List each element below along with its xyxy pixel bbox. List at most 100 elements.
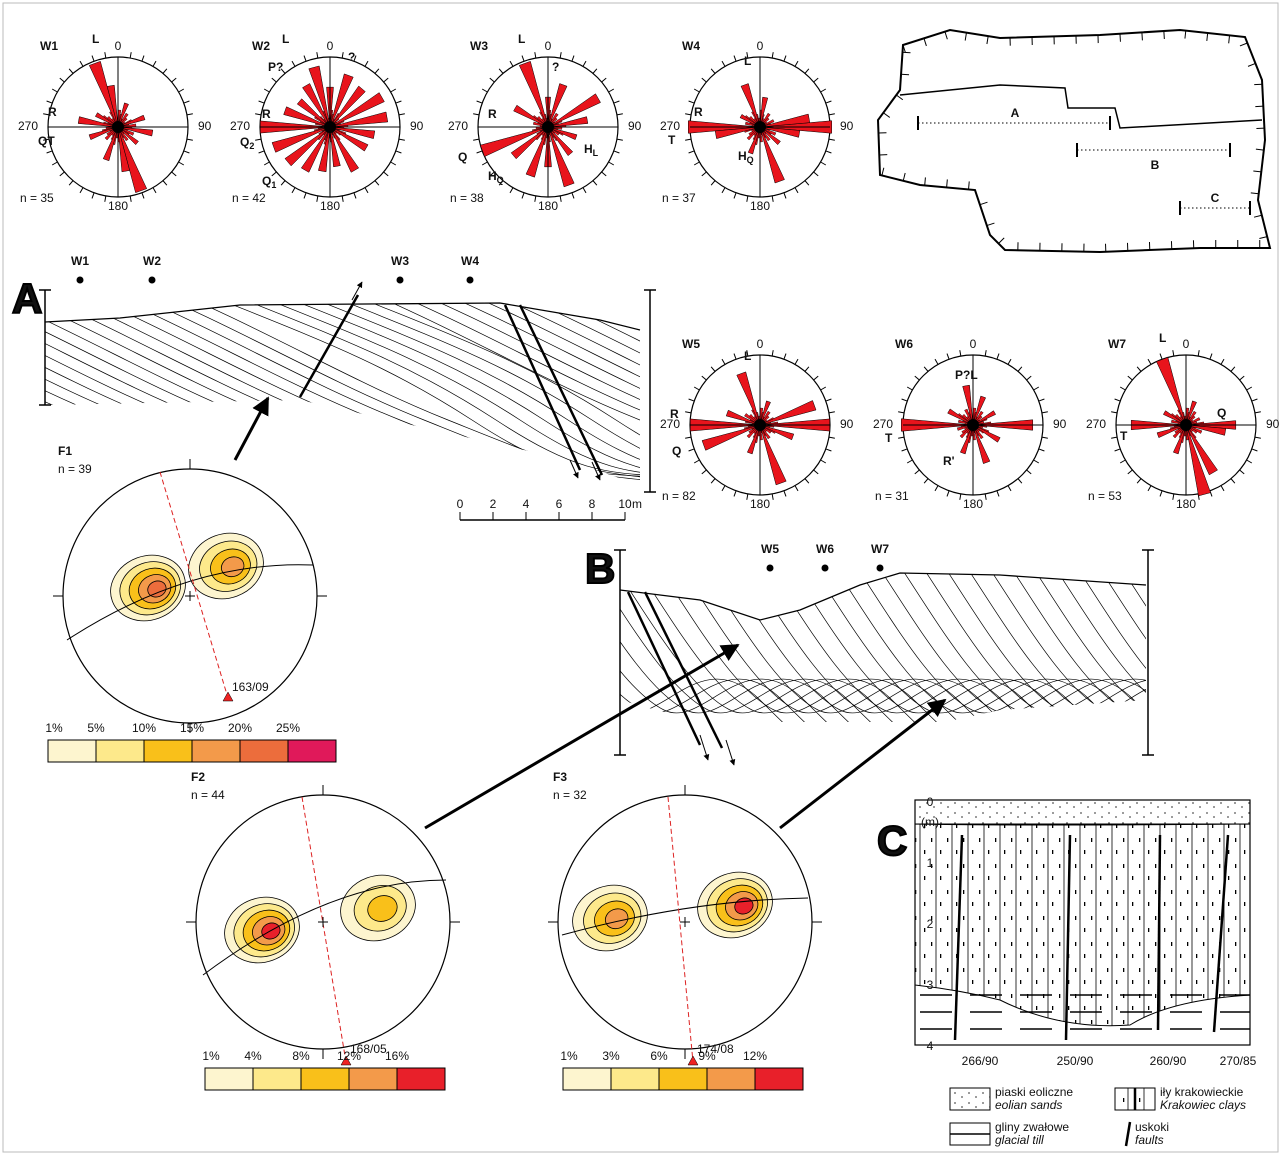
rose-center [1180, 419, 1192, 431]
rose-tick [689, 449, 695, 451]
rose-diagram: W3090180270n = 38 [448, 39, 642, 213]
bedding-line [566, 560, 966, 752]
bedding-line [52, 280, 572, 480]
bedding-line [1094, 560, 1281, 752]
rose-center [324, 121, 336, 133]
bedding-line [1160, 560, 1281, 752]
color-scale-box [205, 1068, 253, 1090]
rose-tick [142, 193, 144, 199]
color-scale-label: 1% [560, 1049, 578, 1063]
rose-tick [685, 412, 691, 413]
map-hatch [1254, 215, 1262, 217]
rose-tick [1221, 486, 1224, 491]
rose-label: L [1159, 331, 1166, 345]
station-dot [77, 277, 84, 284]
map-hatch [903, 52, 911, 53]
rose-tick [734, 193, 736, 199]
bedding-line [1072, 560, 1281, 752]
rose-tick [281, 181, 285, 186]
rose-tick [142, 56, 144, 62]
rose-tick [535, 196, 536, 202]
rose-tick [1027, 376, 1032, 380]
color-scale-box [349, 1068, 397, 1090]
bedding-line [632, 560, 1032, 752]
bedding-line [654, 560, 1054, 752]
rose-id: W5 [682, 337, 700, 351]
rose-tick [482, 89, 487, 92]
map-hatch [980, 202, 988, 205]
bedding-line [852, 560, 1252, 752]
rose-tick [1008, 486, 1011, 491]
map-hatch [999, 238, 1005, 244]
map-inner [900, 85, 1262, 128]
color-scale-label: 16% [385, 1049, 409, 1063]
rose-tick [902, 399, 908, 401]
profile-label: B [585, 545, 615, 592]
rose-tick [935, 359, 938, 364]
rose-tick [924, 479, 928, 484]
bedding-line [830, 560, 1230, 752]
fault [645, 592, 722, 748]
rose-tick [1027, 470, 1032, 474]
rose-label: T [1120, 429, 1128, 443]
color-scale-label: 12% [337, 1049, 361, 1063]
station-dot [877, 565, 884, 572]
rose-label: L [92, 32, 99, 46]
bedding-line [556, 280, 1076, 480]
fault-orientation: 266/90 [962, 1054, 999, 1068]
rose-axis-label: 90 [840, 119, 854, 133]
rose-label: R [670, 407, 679, 421]
rose-tick [902, 449, 908, 451]
rose-axis-label: 180 [320, 199, 340, 213]
rose-label: Q [1217, 406, 1226, 420]
rose-tick [130, 52, 131, 58]
rose-tick [473, 139, 479, 140]
color-scale-box [96, 740, 144, 762]
map-hatch [1248, 63, 1255, 66]
rose-tick [184, 151, 190, 153]
label-main: H [488, 169, 497, 183]
depth-label: 3 [927, 978, 934, 992]
label-main: H [738, 149, 747, 163]
bedding-line [1204, 560, 1281, 752]
rose-tick [784, 491, 786, 497]
rose-tick [985, 494, 986, 500]
map-hatch [987, 36, 988, 44]
scale-label: 10 [618, 497, 632, 511]
rose-count: n = 38 [450, 191, 484, 205]
rose-tick [342, 52, 343, 58]
map-outline [878, 30, 1270, 252]
map-hatch [945, 32, 947, 40]
rose-tick [187, 114, 193, 115]
rose-tick [711, 479, 715, 484]
legend-label: iły krakowieckie [1160, 1085, 1244, 1099]
color-scale-box [397, 1068, 445, 1090]
rose-label: L [282, 32, 289, 46]
rose-tick [1247, 460, 1252, 463]
rose-tick [105, 52, 106, 58]
color-scale-label: 1% [45, 721, 63, 735]
rose-tick [907, 460, 912, 463]
rose-tick [805, 181, 809, 186]
map-hatch [1256, 149, 1264, 150]
map-hatch [925, 177, 926, 185]
rose-tick [60, 172, 65, 176]
rose-axis-label: 0 [327, 39, 334, 53]
stereonet-id: F2 [191, 770, 205, 784]
map-hatch [1185, 31, 1186, 39]
rose-tick [69, 181, 73, 186]
rose-tick [826, 151, 832, 153]
rose-tick [685, 437, 691, 438]
rose-tick [259, 151, 265, 153]
station-label: W7 [871, 542, 889, 556]
rose-tick [702, 172, 707, 176]
label-sub: Q [497, 175, 504, 185]
rose-center [542, 121, 554, 133]
rose-axis-label: 270 [448, 119, 468, 133]
scale-label: 0 [457, 497, 464, 511]
rose-label: ? [552, 60, 559, 74]
map-hatch [1207, 33, 1208, 41]
fault [520, 305, 602, 475]
color-scale-label: 6% [650, 1049, 668, 1063]
rose-axis-label: 0 [970, 337, 977, 351]
